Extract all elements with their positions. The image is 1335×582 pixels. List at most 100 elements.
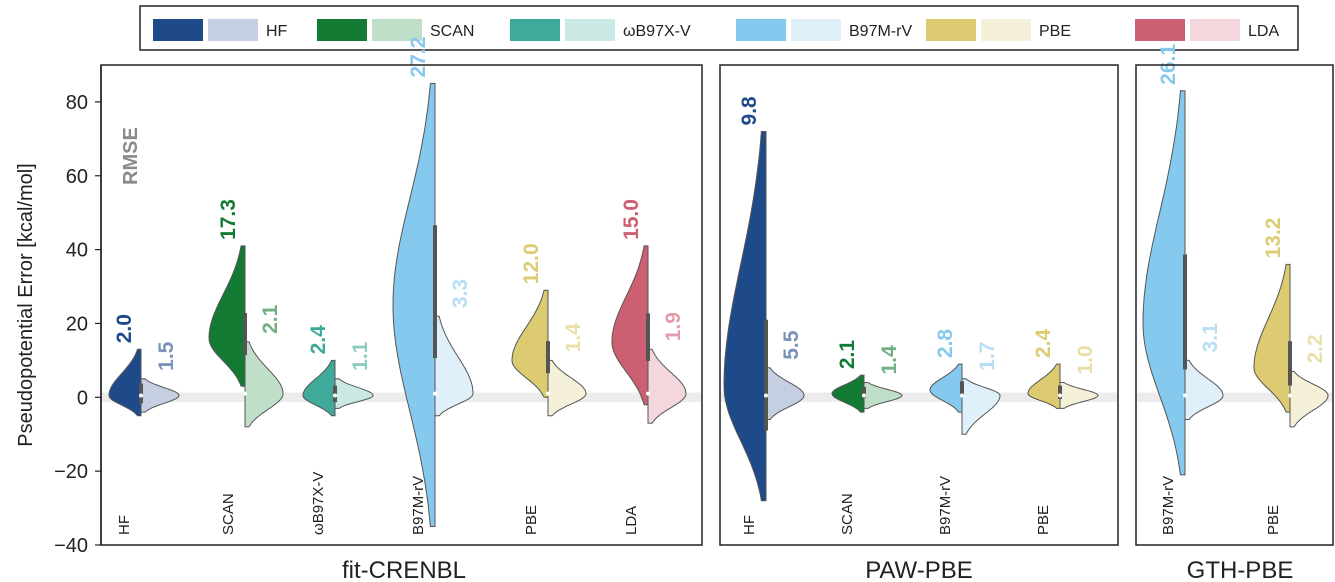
rmse-label-right: 1.0 [1074,345,1097,374]
rmse-label-right: 5.5 [780,330,803,360]
violin-left [831,374,865,413]
panel-label: PAW-PBE [865,557,973,582]
panel-frame [719,64,1119,546]
violin-median [764,393,768,398]
violin-median [1058,393,1062,398]
violin-right [863,381,903,409]
violin-left [511,289,549,398]
violin-right [334,378,374,409]
zero-band [1137,392,1332,403]
legend-swatch-light [372,19,422,41]
legend-label: LDA [1248,23,1279,40]
legend-label: B97M-rV [849,23,912,40]
rmse-label-left: 12.0 [520,243,543,284]
rmse-label-left: 2.4 [307,325,330,355]
violin-left [611,245,649,406]
violin-right [647,348,687,424]
rmse-label-left: 13.2 [1262,218,1285,259]
rmse-label-right: 1.9 [662,312,685,341]
y-tick-label: 20 [66,313,88,335]
violin-left [302,359,336,417]
y-axis-label: Pseudopotential Error [kcal/mol] [15,163,37,446]
y-tick-label: 0 [77,387,88,409]
rmse-label-right: 1.5 [155,341,178,371]
rmse-label-left: 17.3 [217,199,240,240]
rmse-label-right: 1.7 [976,342,999,371]
legend-swatch-light [981,19,1031,41]
violin-right [1059,381,1099,409]
rmse-label-left: 2.4 [1032,329,1055,359]
legend-box [139,5,1299,51]
rmse-label-left: 2.0 [113,314,136,343]
violin-right [244,341,284,428]
violin-median [1183,393,1187,398]
violin-left [108,348,142,417]
violin-median [960,393,964,398]
category-label: HF [116,515,133,535]
panel-frame [1135,64,1334,546]
category-label: PBE [523,505,540,535]
legend-label: SCAN [430,23,474,40]
violin-left [392,82,436,528]
violin-median [646,391,650,396]
legend-swatch-dark [153,19,203,41]
zero-band [721,392,1117,403]
category-label: SCAN [220,493,237,535]
legend-swatch-dark [510,19,560,41]
legend-swatch-light [208,19,258,41]
category-label: LDA [623,506,640,535]
legend-swatch-dark [926,19,976,41]
violin-median [333,393,337,398]
rmse-label-left: 27.2 [407,37,430,78]
rmse-label-left: 26.1 [1157,44,1180,85]
rmse-label-right: 1.4 [562,323,585,353]
legend-label: PBE [1039,23,1071,40]
violin-right [547,359,587,417]
violin-left [929,363,963,413]
panel-label: GTH-PBE [1187,557,1294,582]
panel-frame [100,64,703,546]
y-tick-label: −40 [54,535,88,557]
y-tick-label: 80 [66,92,88,114]
y-tick-label: 60 [66,166,88,188]
violin-left [1253,263,1291,413]
violin-right [1289,370,1329,428]
legend-swatch-dark [1135,19,1185,41]
category-label: ωB97X-V [310,472,327,535]
legend-swatch-light [1190,19,1240,41]
violin-right [434,315,474,417]
rmse-label-right: 2.1 [259,304,282,334]
violin-left [1027,363,1061,409]
rmse-label-left: 15.0 [620,199,643,240]
legend-swatch-dark [736,19,786,41]
zero-band [102,392,701,403]
violin-left [208,245,246,387]
violin-left [723,130,767,502]
rmse-label-right: 1.1 [349,341,372,371]
rmse-label-right: 2.2 [1304,334,1327,363]
rmse-annotation: RMSE [120,127,142,185]
rmse-label-left: 2.8 [934,329,957,359]
violin-right [140,378,180,413]
violin-median [546,391,550,396]
legend-swatch-dark [317,19,367,41]
category-label: B97M-rV [937,476,954,535]
rmse-label-left: 2.1 [836,340,859,370]
violin-median [243,391,247,396]
violin-right [961,378,1001,435]
y-tick-label: −20 [54,461,88,483]
category-label: PBE [1035,505,1052,535]
violin-median [433,391,437,396]
violin-left [1142,90,1186,476]
legend-label: HF [266,23,288,40]
rmse-label-right: 3.1 [1199,323,1222,353]
category-label: SCAN [839,493,856,535]
category-label: PBE [1265,505,1282,535]
category-label: HF [741,515,758,535]
legend-swatch-light [565,19,615,41]
violin-right [1184,359,1224,421]
panel-label: fit-CRENBL [342,557,466,582]
violin-median [1288,393,1292,398]
violin-right [765,367,805,421]
